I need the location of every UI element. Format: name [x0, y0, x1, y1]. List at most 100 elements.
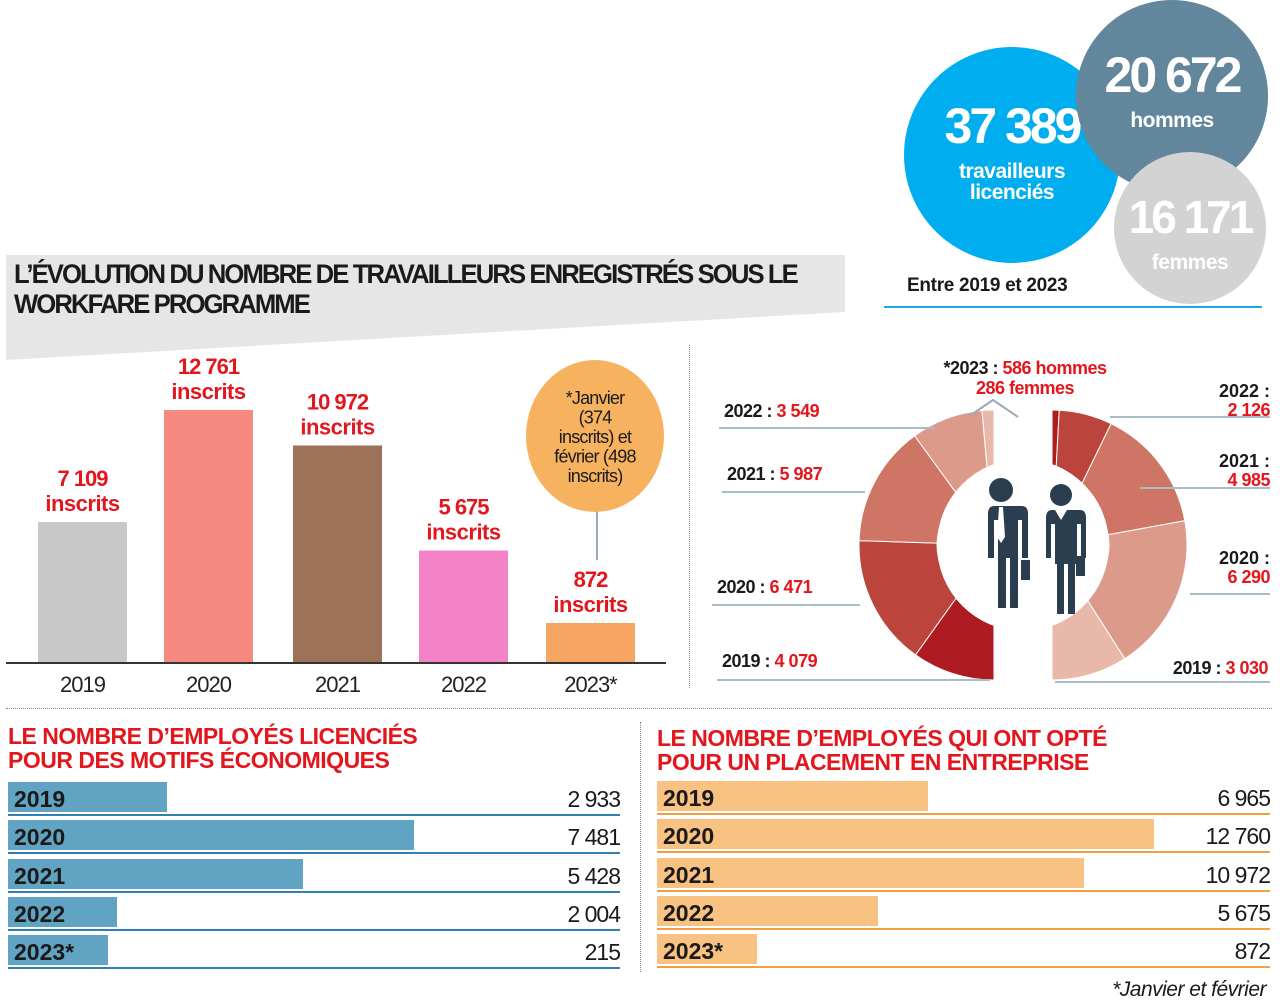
women-year-2022: 2022 : [1219, 381, 1270, 401]
layoffs-year: 2022 [14, 900, 66, 927]
men-value: 20 672 [1104, 47, 1243, 103]
man-tie-icon [997, 507, 1005, 543]
bar-unit-label: inscrits [45, 491, 120, 516]
layoffs-underline [8, 928, 620, 931]
x-tick-label: 2022 [441, 672, 487, 697]
label-2023-women: 286 femmes [976, 378, 1075, 398]
placement-title-line: POUR UN PLACEMENT EN ENTREPRISE [657, 749, 1089, 775]
placement-row: 2022 5 675 [657, 894, 1271, 930]
layoffs-value: 5 428 [567, 862, 621, 889]
woman-body-icon [1042, 510, 1086, 614]
placement-bar [657, 857, 1085, 888]
men-label-2022: 2022 : 3 549 [724, 401, 820, 421]
men-label-2021: 2021 : 5 987 [727, 464, 823, 484]
men-label: hommes [1130, 109, 1214, 132]
women-year-2021: 2021 : [1219, 451, 1270, 471]
placement-row: 2019 6 965 [657, 779, 1271, 815]
women-label: femmes [1151, 251, 1229, 274]
horizontal-divider [6, 708, 1272, 709]
bar-2021 [293, 445, 382, 663]
bar-value-label: 12 761 [178, 354, 240, 379]
layoffs-bar [8, 782, 168, 812]
layoffs-underline [8, 967, 620, 970]
men-label-2020: 2020 : 6 471 [717, 577, 813, 597]
vertical-divider-bottom [640, 722, 641, 972]
layoffs-year: 2019 [14, 786, 66, 812]
layoffs-value: 7 481 [567, 824, 621, 851]
bar-value-label: 10 972 [307, 389, 369, 414]
woman-collar-icon [1055, 510, 1067, 520]
placement-row: 2020 12 760 [657, 817, 1271, 854]
placement-title: LE NOMBRE D’EMPLOYÉS QUI ONT OPTÉ POUR U… [657, 726, 1107, 774]
placement-underline [657, 889, 1270, 892]
layoffs-title-line: POUR DES MOTIFS ÉCONOMIQUES [8, 747, 390, 773]
annotation-2023-connector [967, 398, 1019, 418]
man-body-icon [980, 506, 1028, 608]
layoffs-year: 2020 [14, 824, 66, 851]
placement-row: 2023* 872 [657, 932, 1271, 969]
layoffs-title-line: LE NOMBRE D’EMPLOYÉS LICENCIÉS [8, 723, 418, 749]
layoffs-bar [8, 820, 414, 851]
layoffs-row: 2022 2 004 [8, 895, 621, 931]
placement-bar [657, 895, 879, 926]
women-circle: 16 171 femmes [1114, 152, 1266, 304]
annotation-text: *Janvier [566, 388, 625, 408]
placement-year: 2021 [663, 861, 715, 888]
x-tick-label: 2019 [60, 672, 106, 697]
label-2023-men: *2023 : 586 hommes [943, 358, 1107, 378]
layoffs-value: 2 933 [567, 786, 621, 812]
layoffs-underline [8, 814, 620, 816]
layoffs-year: 2023* [14, 939, 75, 966]
placement-value: 12 760 [1205, 823, 1271, 850]
bar-value-label: 872 [574, 567, 608, 592]
layoffs-value: 215 [584, 939, 621, 966]
bar-2019 [38, 522, 127, 663]
layoffs-bar [8, 935, 108, 966]
total-label-2: licenciés [969, 181, 1055, 204]
placement-year: 2023* [663, 938, 724, 965]
total-label: travailleurs [958, 160, 1066, 183]
footnote: *Janvier et février [1112, 978, 1266, 1001]
woman-head-icon [1050, 484, 1072, 506]
women-value-2020: 6 290 [1227, 567, 1270, 587]
placement-year: 2022 [663, 899, 715, 926]
layoffs-row: 2023* 215 [8, 933, 621, 970]
man-head-icon [989, 478, 1013, 502]
chart-title: L’ÉVOLUTION DU NOMBRE DE TRAVAILLEURS EN… [14, 259, 799, 319]
total-value: 37 389 [944, 98, 1083, 154]
placement-value: 5 675 [1217, 899, 1271, 926]
layoffs-underline [8, 852, 620, 855]
layoffs-row: 2019 2 933 [8, 780, 621, 816]
annotation-text: février (498 [554, 447, 636, 467]
women-value-2022: 2 126 [1227, 400, 1270, 420]
bar-2020 [164, 410, 253, 663]
placement-underline [657, 813, 1270, 815]
placement-underline [657, 927, 1270, 930]
x-tick-label: 2023* [564, 672, 618, 697]
layoffs-bar [8, 896, 117, 927]
woman-briefcase-icon [1076, 556, 1085, 576]
women-label-2019: 2019 : 3 030 [1173, 658, 1269, 678]
placement-title-line: LE NOMBRE D’EMPLOYÉS QUI ONT OPTÉ [657, 725, 1107, 751]
bar-value-label: 7 109 [57, 466, 108, 491]
placement-underline [657, 851, 1270, 854]
bar-2023* [546, 623, 635, 663]
annotation-text: (374 [579, 408, 613, 428]
vertical-divider [689, 345, 690, 688]
bar-2022 [419, 550, 508, 663]
summary-underline [884, 306, 1262, 308]
men-label-2019: 2019 : 4 079 [722, 651, 818, 671]
layoffs-row: 2021 5 428 [8, 857, 621, 893]
title-band [6, 255, 845, 360]
placement-value: 10 972 [1205, 861, 1271, 888]
period-label: Entre 2019 et 2023 [907, 275, 1068, 296]
placement-year: 2020 [663, 823, 715, 850]
women-value: 16 171 [1128, 191, 1255, 243]
layoffs-bar [8, 858, 303, 889]
annotation-text: inscrits) [568, 466, 623, 486]
placement-year: 2019 [663, 785, 715, 811]
layoffs-title: LE NOMBRE D’EMPLOYÉS LICENCIÉS POUR DES … [8, 723, 418, 773]
x-tick-label: 2021 [315, 672, 361, 697]
placement-value: 872 [1234, 938, 1271, 965]
